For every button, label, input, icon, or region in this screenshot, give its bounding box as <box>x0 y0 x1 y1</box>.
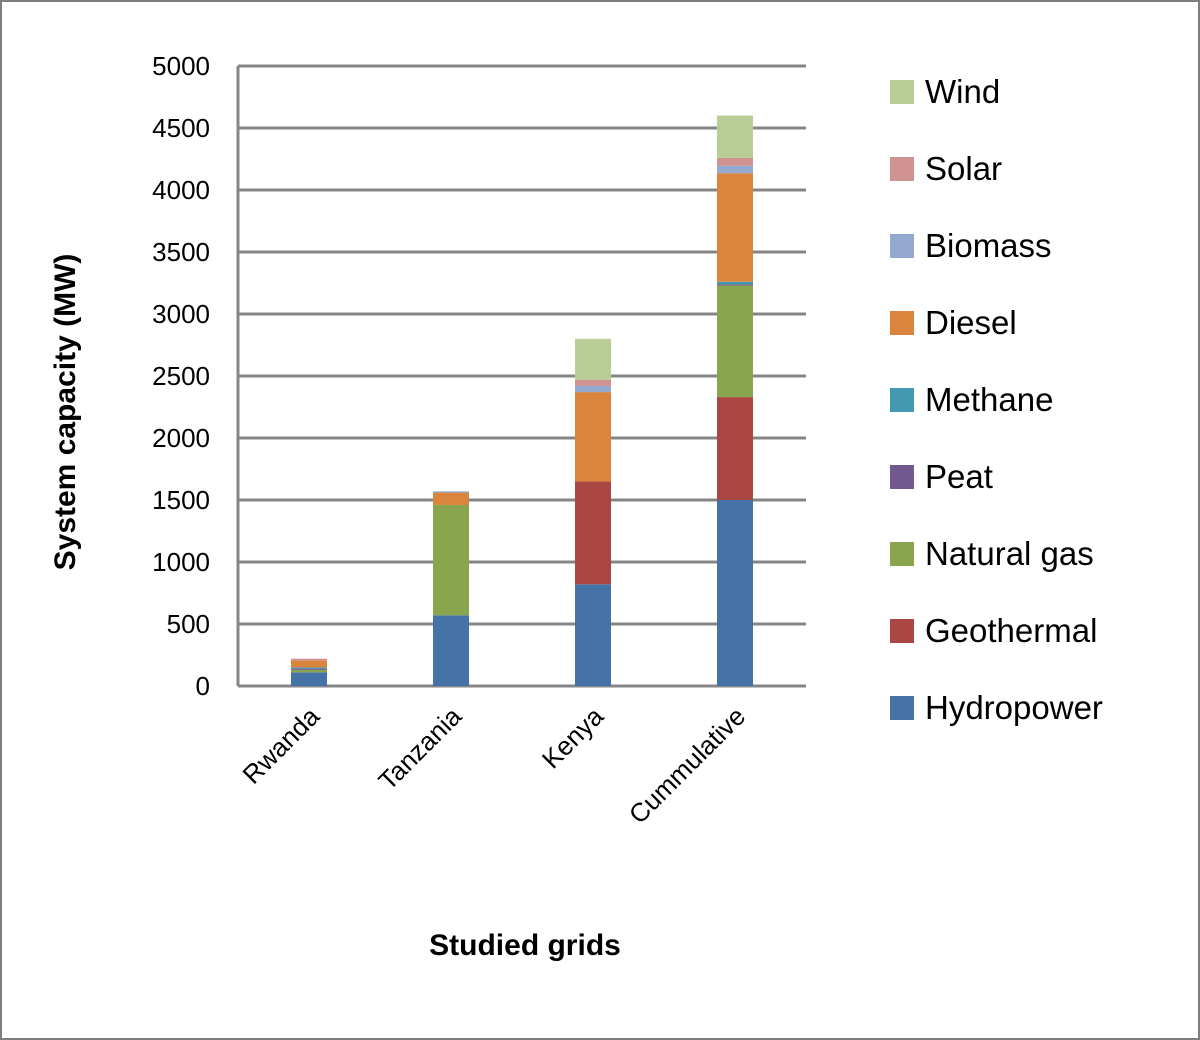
x-tick-labels: Rwanda Tanzania Kenya Cummulative <box>237 701 752 830</box>
legend-swatch <box>890 311 914 335</box>
y-tick-label: 1500 <box>152 485 210 515</box>
bar-segment-biomass <box>433 491 469 493</box>
bar-segment-wind <box>717 115 753 158</box>
y-tick-label: 3500 <box>152 237 210 267</box>
legend-label: Methane <box>925 381 1053 418</box>
legend-label: Wind <box>925 73 1000 110</box>
bar-segment-hydropower <box>291 672 327 686</box>
bar-segment-hydropower <box>433 615 469 686</box>
legend-swatch <box>890 542 914 566</box>
legend-swatch <box>890 619 914 643</box>
bar-segment-peat <box>717 284 753 286</box>
x-tick-label: Kenya <box>536 701 610 775</box>
y-tick-label: 0 <box>196 671 210 701</box>
bar-segment-methane <box>291 667 327 669</box>
y-tick-label: 1000 <box>152 547 210 577</box>
legend-swatch <box>890 696 914 720</box>
legend-swatch <box>890 465 914 489</box>
legend-label: Solar <box>925 150 1002 187</box>
y-tick-label: 500 <box>167 609 210 639</box>
y-tick-labels: 0 500 1000 1500 2000 2500 3000 3500 4000 4500 5000 <box>152 51 210 701</box>
bar-segment-methane <box>717 281 753 285</box>
y-tick-label: 2500 <box>152 361 210 391</box>
legend-label: Hydropower <box>925 689 1103 726</box>
legend-label: Biomass <box>925 227 1052 264</box>
gridlines <box>236 64 806 688</box>
bar-segment-diesel <box>575 392 611 482</box>
legend-label: Natural gas <box>925 535 1094 572</box>
bar-segment-natural-gas <box>291 669 327 673</box>
bar-segment-hydropower <box>717 500 753 686</box>
bar-segment-biomass <box>717 165 753 174</box>
bar-segment-geothermal <box>575 481 611 585</box>
legend: Wind Solar Biomass Diesel Methane Peat Natural… <box>890 73 1103 726</box>
legend-label: Geothermal <box>925 612 1097 649</box>
x-tick-label: Cummulative <box>623 701 751 829</box>
x-tick-label: Rwanda <box>237 701 326 790</box>
bar-segment-diesel <box>291 660 327 668</box>
legend-label: Diesel <box>925 304 1017 341</box>
y-tick-label: 2000 <box>152 423 210 453</box>
bar-segment-geothermal <box>717 397 753 500</box>
legend-label: Peat <box>925 458 993 495</box>
bar-segment-solar <box>291 658 327 661</box>
bar-segment-natural-gas <box>717 285 753 398</box>
y-axis-title: System capacity (MW) <box>49 254 82 571</box>
bar-segment-diesel <box>433 492 469 505</box>
bar-segment-natural-gas <box>433 504 469 616</box>
bar-segment-biomass <box>575 385 611 393</box>
bar-segment-diesel <box>717 173 753 282</box>
bar-segment-solar <box>717 157 753 166</box>
legend-swatch <box>890 234 914 258</box>
y-tick-label: 3000 <box>152 299 210 329</box>
y-tick-label: 5000 <box>152 51 210 81</box>
y-tick-label: 4500 <box>152 113 210 143</box>
legend-swatch <box>890 80 914 104</box>
bar-segment-hydropower <box>575 584 611 686</box>
y-tick-label: 4000 <box>152 175 210 205</box>
legend-swatch <box>890 388 914 412</box>
x-tick-label: Tanzania <box>372 701 467 796</box>
bar-segment-peat <box>291 668 327 670</box>
bar-segment-wind <box>575 338 611 380</box>
legend-swatch <box>890 157 914 181</box>
bar-segment-solar <box>575 379 611 386</box>
x-axis-title: Studied grids <box>429 929 621 962</box>
bars <box>291 115 753 686</box>
